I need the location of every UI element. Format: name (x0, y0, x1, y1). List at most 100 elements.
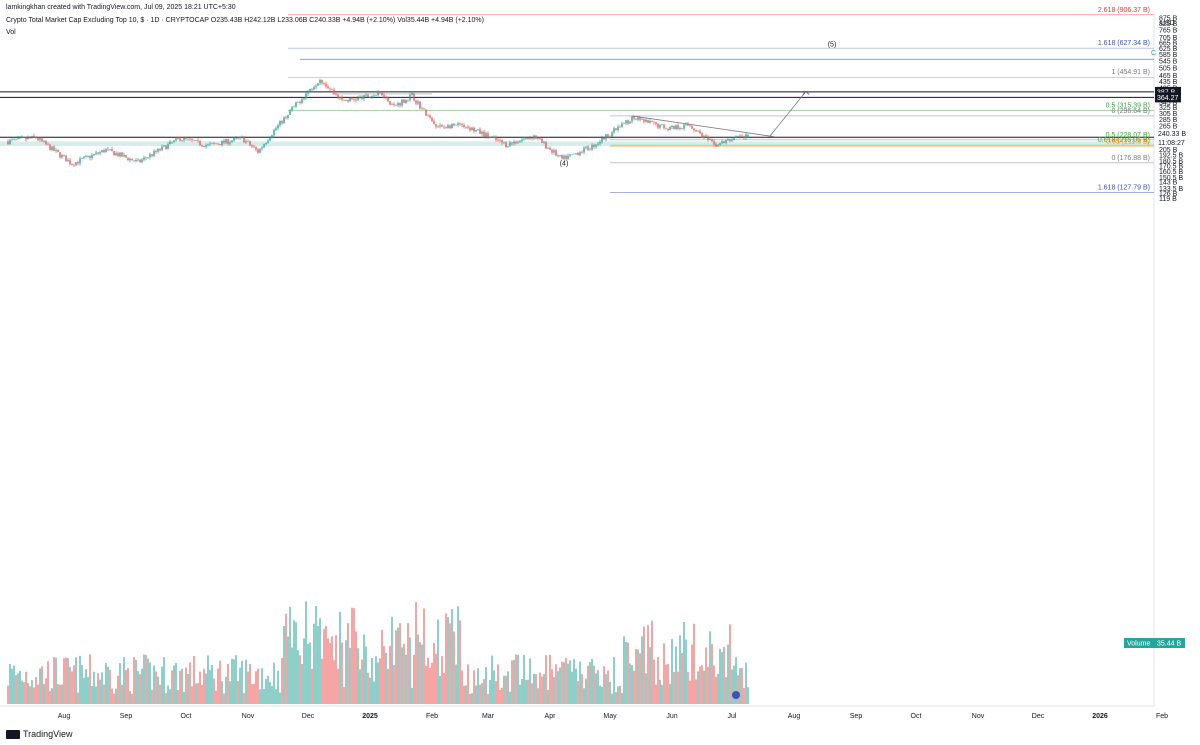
candle-body (533, 135, 535, 139)
volume-bar (131, 693, 133, 704)
volume-bar (399, 623, 401, 704)
candle-body (293, 106, 295, 108)
volume-bar (109, 669, 111, 704)
candle-body (147, 157, 149, 159)
y-tick-label: 170.5 B (1159, 164, 1183, 171)
fib-level-label: 0.5 (228.07 B) (1106, 132, 1150, 139)
volume-bar (49, 690, 51, 704)
trendline (631, 115, 775, 138)
projection-arrow (769, 91, 807, 137)
volume-bar (85, 669, 87, 704)
volume-bar (593, 665, 595, 704)
volume-bar (163, 657, 165, 704)
volume-bar (295, 622, 297, 704)
candle-body (643, 119, 645, 122)
y-tick-label: 825 B (1159, 21, 1178, 28)
x-tick-label: Nov (972, 713, 985, 720)
volume-bar (729, 624, 731, 704)
volume-bar (633, 670, 635, 704)
candle-body (663, 124, 665, 129)
candle-body (241, 136, 243, 138)
target-level-label: C (1151, 50, 1156, 57)
volume-bar (261, 668, 263, 704)
volume-bar (121, 684, 123, 704)
volume-bar (475, 685, 477, 704)
volume-bar (19, 670, 21, 704)
candle-body (583, 147, 585, 153)
candle-body (29, 137, 31, 138)
volume-bar (343, 686, 345, 704)
candle-body (221, 140, 223, 146)
y-tick-label: 133.5 B (1159, 186, 1183, 193)
volume-bar (677, 671, 679, 704)
support-zone-rect (0, 141, 1154, 146)
volume-bar (425, 665, 427, 704)
y-tick-label: 545 B (1159, 58, 1178, 65)
candle-body (377, 91, 379, 96)
candle-body (517, 142, 519, 144)
candle-body (71, 164, 73, 166)
volume-bar (133, 657, 135, 704)
candle-body (637, 117, 639, 120)
volume-bar (337, 668, 339, 704)
volume-bar (733, 665, 735, 704)
volume-bar (347, 623, 349, 704)
time-axis[interactable]: Aug Sep Oct Nov Dec 2025 Feb Mar Apr May Jun Jul Aug… (58, 713, 1168, 720)
volume-bar (281, 658, 283, 704)
volume-bar (513, 659, 515, 704)
volume-bar (371, 658, 373, 704)
volume-value-bg (1155, 638, 1185, 648)
volume-bar (327, 638, 329, 704)
candle-body (275, 128, 277, 130)
x-tick-label: Jul (728, 713, 737, 720)
currency-label[interactable]: USD (1160, 20, 1175, 27)
candle-body (417, 101, 419, 104)
volume-bar (529, 658, 531, 704)
volume-bar (695, 679, 697, 704)
volume-bar (17, 673, 19, 704)
volume-bar (423, 608, 425, 704)
candle-body (445, 127, 447, 129)
volume-bar (291, 647, 293, 704)
candle-body (421, 108, 423, 109)
candle-body (459, 123, 461, 125)
candle-body (329, 88, 331, 90)
candles (7, 78, 749, 168)
candle-body (349, 97, 351, 102)
volume-bar (303, 638, 305, 704)
volume-bar (521, 679, 523, 704)
candle-body (639, 117, 641, 120)
volume-bar (649, 647, 651, 704)
volume-bar (691, 644, 693, 704)
candle-body (269, 137, 271, 141)
volume-bar (491, 655, 493, 704)
vol-legend[interactable]: Vol (6, 29, 16, 36)
candle-body (341, 96, 343, 100)
candle-body (477, 129, 479, 131)
candle-body (559, 155, 561, 156)
candle-body (413, 93, 415, 101)
candle-body (691, 126, 693, 129)
candle-body (193, 140, 195, 141)
candle-body (455, 124, 457, 126)
volume-bar (547, 689, 549, 704)
fib-level-label: 1 (454.91 B) (1111, 69, 1150, 76)
volume-bar (679, 635, 681, 704)
volume-bar (189, 662, 191, 704)
volume-bar (135, 659, 137, 704)
volume-bar (9, 663, 11, 704)
volume-bar (651, 620, 653, 704)
candle-body (319, 79, 321, 84)
symbol-legend[interactable]: Crypto Total Market Cap Excluding Top 10… (6, 17, 484, 24)
candle-body (435, 124, 437, 127)
candle-body (661, 124, 663, 126)
volume-bar (335, 635, 337, 704)
candle-body (387, 96, 389, 102)
support-zone (0, 93, 1154, 146)
volume-bar (403, 643, 405, 704)
volume-bar (591, 658, 593, 704)
volume-bar (321, 658, 323, 704)
candle-body (419, 101, 421, 109)
